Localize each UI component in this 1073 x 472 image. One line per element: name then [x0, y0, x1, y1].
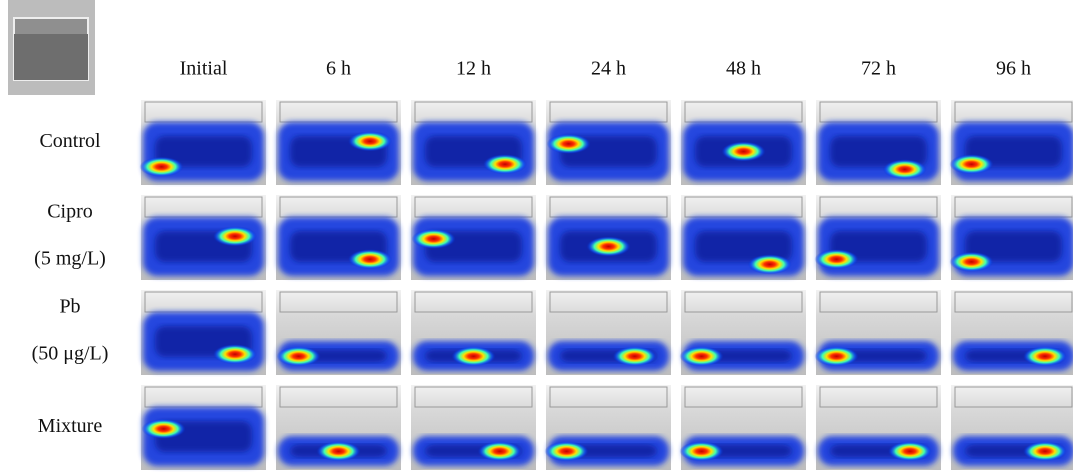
row-label: Mixture [38, 415, 103, 437]
column-header: 96 h [996, 58, 1031, 80]
heatmap-cell [141, 385, 266, 470]
heatmap-cell [815, 195, 942, 280]
hotspot [213, 344, 257, 364]
hotspot [815, 346, 859, 366]
hotspot [545, 441, 589, 461]
heatmap-cell [816, 100, 941, 185]
tank-photo [8, 0, 95, 95]
hotspot [680, 441, 724, 461]
hotspot [680, 346, 724, 366]
heatmap-cell [141, 290, 266, 375]
heatmap-cell [276, 100, 401, 185]
hotspot [317, 441, 361, 461]
hotspot [140, 157, 184, 177]
column-header: Initial [180, 58, 228, 80]
hotspot [452, 346, 496, 366]
row-label: (5 mg/L) [34, 248, 106, 270]
hotspot [1023, 346, 1067, 366]
hotspot [883, 159, 927, 179]
column-header: 24 h [591, 58, 626, 80]
heatmap-cell [546, 290, 671, 375]
hotspot [613, 346, 657, 366]
hotspot [722, 142, 766, 162]
hotspot [748, 254, 792, 274]
hotspot [483, 154, 527, 174]
row-label: Control [39, 130, 101, 152]
row-label: (50 μg/L) [32, 343, 109, 365]
hotspot [888, 441, 932, 461]
heatmap-cell [545, 385, 672, 470]
hotspot [950, 154, 994, 174]
heatmap-cell [411, 290, 536, 375]
hotspot [587, 237, 631, 257]
hotspot [478, 441, 522, 461]
heatmap-cell [681, 195, 806, 280]
heatmap-cell [141, 195, 266, 280]
column-header: 48 h [726, 58, 761, 80]
heatmap-cell [411, 195, 536, 280]
heatmap-cell [276, 290, 401, 375]
heatmap-cell [950, 100, 1073, 185]
heatmap-cell [546, 100, 671, 185]
hotspot [213, 226, 257, 246]
heatmap-cell [276, 195, 401, 280]
heatmap-cell [681, 100, 806, 185]
heatmap-cell [816, 385, 941, 470]
hotspot [142, 419, 186, 439]
figure: Initial 6 h 12 h 24 h 48 h 72 h 96 h Control Cip… [0, 0, 1073, 472]
heatmap-cell [951, 385, 1073, 470]
heatmap-cell [951, 290, 1073, 375]
column-header: 72 h [861, 58, 896, 80]
heatmap-cell [950, 195, 1073, 280]
hotspot [815, 249, 859, 269]
heatmap-cell [411, 385, 536, 470]
hotspot [1023, 441, 1067, 461]
hotspot [547, 134, 591, 154]
column-header: 6 h [326, 58, 351, 80]
hotspot [348, 131, 392, 151]
heatmap-cell [546, 195, 671, 280]
row-label: Cipro [47, 201, 93, 223]
heatmap-cell [815, 290, 942, 375]
heatmap-cell [680, 290, 807, 375]
column-header: 12 h [456, 58, 491, 80]
hotspot [950, 252, 994, 272]
hotspot [412, 229, 456, 249]
hotspot [348, 249, 392, 269]
heatmap-cell [276, 385, 401, 470]
heatmap-cell [140, 100, 267, 185]
hotspot [277, 346, 321, 366]
heatmap-cell [411, 100, 536, 185]
heatmap-cell [680, 385, 807, 470]
row-label: Pb [59, 296, 80, 318]
